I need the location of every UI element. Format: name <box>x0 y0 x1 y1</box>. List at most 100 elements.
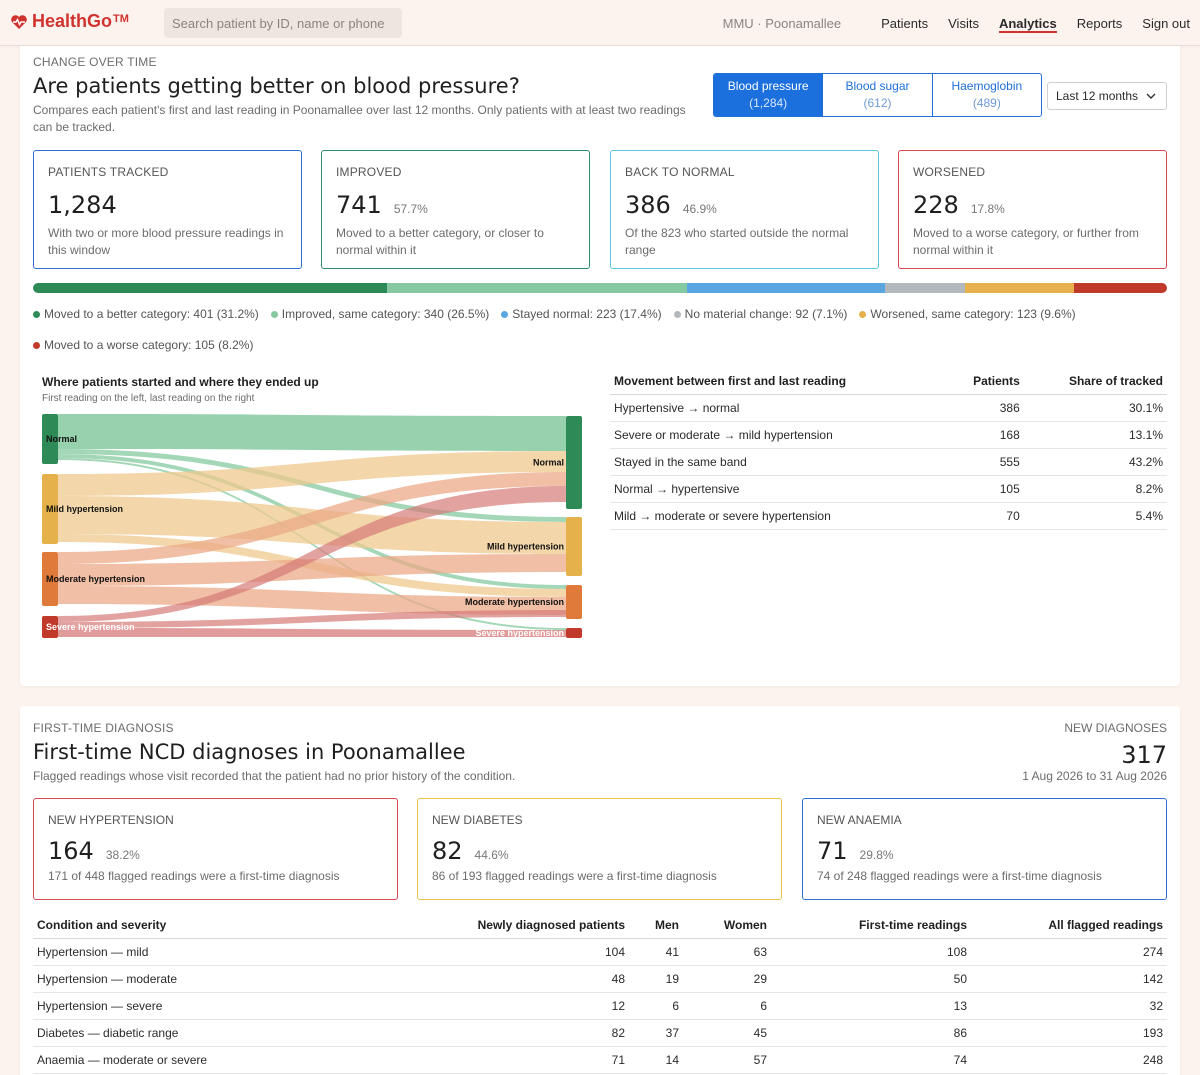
metric-count: (1,284) <box>749 96 788 110</box>
distribution-segment <box>1073 283 1167 293</box>
sankey-node-right <box>566 517 582 576</box>
column-header: First-time readings <box>771 912 971 939</box>
table-cell: 74 <box>771 1046 971 1074</box>
table-row: Mild → moderate or severe hypertension 70… <box>610 502 1167 530</box>
sankey-node-label: Mild hypertension <box>487 542 564 552</box>
brand-logo[interactable]: HealthGo TM <box>10 11 129 32</box>
legend-dot-icon <box>270 311 278 318</box>
table-cell: 6 <box>683 992 771 1020</box>
chevron-down-icon <box>1146 93 1156 99</box>
kpi-label: BACK TO NORMAL <box>625 165 735 179</box>
table-cell: 142 <box>971 965 1167 993</box>
sankey-node-label: Severe hypertension <box>46 622 135 632</box>
metric-count: (489) <box>972 96 1001 110</box>
table-cell: 5.4% <box>1023 502 1167 530</box>
table-cell: 248 <box>971 1046 1167 1074</box>
outcome-legend: Moved to a better category: 401 (31.2%) I… <box>33 299 1173 361</box>
kpi-label: WORSENED <box>913 165 986 179</box>
kpi-patients-tracked: PATIENTS TRACKED 1,284 With two or more … <box>33 150 302 269</box>
table-cell: 43.2% <box>1023 448 1167 476</box>
sankey-node-left <box>42 552 58 606</box>
kpi-percent: 57.7% <box>393 202 428 216</box>
kpi-value: 386 <box>625 191 671 219</box>
nav-visits[interactable]: Visits <box>948 15 979 31</box>
kpi-value: 741 <box>336 191 382 219</box>
legend-label: Improved, same category: 340 (26.5%) <box>281 307 490 321</box>
kpi-description: With two or more blood pressure readings… <box>48 226 284 257</box>
kpi-percent: 17.8% <box>970 202 1005 216</box>
table-cell: Hypertensive → normal <box>610 394 947 422</box>
distribution-segment <box>884 283 966 293</box>
table-cell: 14 <box>629 1046 683 1074</box>
kpi-percent: 44.6% <box>474 848 509 862</box>
table-row: Hypertension — severe 12 6 6 13 32 <box>33 992 1167 1020</box>
column-header: Men <box>629 912 683 939</box>
table-cell: 274 <box>971 938 1167 966</box>
table-cell: 63 <box>683 938 771 966</box>
sankey-flow <box>58 486 566 622</box>
metric-haemoglobin[interactable]: Haemoglobin (489) <box>933 74 1041 116</box>
table-cell: 193 <box>971 1019 1167 1047</box>
location-label: MMU · Poonamallee <box>722 15 842 31</box>
table-cell: Hypertension — moderate <box>33 965 393 993</box>
table-cell: 37 <box>629 1019 683 1047</box>
table-header-row: Condition and severity Newly diagnosed p… <box>33 912 1167 939</box>
table-row: Anaemia — moderate or severe 71 14 57 74 248 <box>33 1046 1167 1074</box>
change-over-time-card: CHANGE OVER TIME Are patients getting be… <box>20 46 1180 686</box>
table-cell: 8.2% <box>1023 475 1167 503</box>
kpi-label: NEW ANAEMIA <box>817 813 902 827</box>
nav-reports[interactable]: Reports <box>1076 15 1123 31</box>
page-title: Are patients getting better on blood pre… <box>33 74 520 98</box>
section-subtitle: Compares each patient's first and last r… <box>33 103 686 134</box>
nav-patients[interactable]: Patients <box>881 15 929 31</box>
table-cell: 32 <box>971 992 1167 1020</box>
table-cell: 30.1% <box>1023 394 1167 422</box>
nav-analytics[interactable]: Analytics <box>998 0 1057 46</box>
kpi-new-diabetes: NEW DIABETES 82 44.6% 86 of 193 flagged r… <box>417 798 782 900</box>
sankey-flow <box>58 586 566 615</box>
sankey-flow <box>58 414 566 451</box>
metric-label: Blood pressure <box>727 79 809 93</box>
metric-label: Blood sugar <box>845 79 910 93</box>
diagnosis-table: Condition and severity Newly diagnosed p… <box>33 912 1167 1074</box>
kpi-new-hypertension: NEW HYPERTENSION 164 38.2% 171 of 448 fla… <box>33 798 398 900</box>
legend-item: No material change: 92 (7.1%) <box>673 299 848 330</box>
legend-label: Moved to a better category: 401 (31.2%) <box>44 307 259 321</box>
legend-item: Worsened, same category: 123 (9.6%) <box>859 299 1076 330</box>
sankey-flow <box>58 628 566 637</box>
kpi-label: NEW HYPERTENSION <box>48 813 174 827</box>
table-row: Diabetes — diabetic range 82 37 45 86 193 <box>33 1019 1167 1047</box>
kpi-value: 164 <box>48 837 94 865</box>
kpi-new-anaemia: NEW ANAEMIA 71 29.8% 74 of 248 flagged re… <box>802 798 1167 900</box>
metric-blood-pressure[interactable]: Blood pressure (1,284) <box>714 74 824 116</box>
legend-label: No material change: 92 (7.1%) <box>684 307 848 321</box>
table-cell: 105 <box>946 475 1024 503</box>
table-cell: Diabetes — diabetic range <box>33 1019 393 1047</box>
metric-selector: Blood pressure (1,284) Blood sugar (612)… <box>713 73 1042 117</box>
kpi-description: Moved to a worse category, or further fr… <box>913 226 1139 257</box>
sankey-flow <box>58 472 566 564</box>
sankey-node-left <box>42 414 58 464</box>
kpi-value: 82 <box>432 837 463 865</box>
legend-dot-icon <box>673 311 681 318</box>
sankey-node-label: Normal <box>46 434 77 444</box>
search-input[interactable] <box>164 8 402 38</box>
distribution-segment <box>687 283 885 293</box>
table-cell: 386 <box>946 394 1024 422</box>
table-cell: 45 <box>683 1019 771 1047</box>
sankey-node-left <box>42 616 58 638</box>
column-header: Condition and severity <box>33 912 393 939</box>
table-cell: 104 <box>393 938 629 966</box>
kpi-value: 228 <box>913 191 959 219</box>
table-row: Hypertension — mild 104 41 63 108 274 <box>33 938 1167 966</box>
period-select[interactable]: Last 12 months <box>1047 82 1167 110</box>
sankey-flow <box>58 451 566 496</box>
period-value: Last 12 months <box>1056 89 1139 103</box>
nav-sign-out[interactable]: Sign out <box>1142 15 1190 31</box>
metric-blood-sugar[interactable]: Blood sugar (612) <box>823 74 933 116</box>
column-header: Women <box>683 912 771 939</box>
column-header: All flagged readings <box>971 912 1167 939</box>
table-cell: 108 <box>771 938 971 966</box>
first-time-diagnosis-card: FIRST-TIME DIAGNOSIS First-time NCD diag… <box>20 706 1180 1075</box>
kpi-label: PATIENTS TRACKED <box>48 165 169 179</box>
